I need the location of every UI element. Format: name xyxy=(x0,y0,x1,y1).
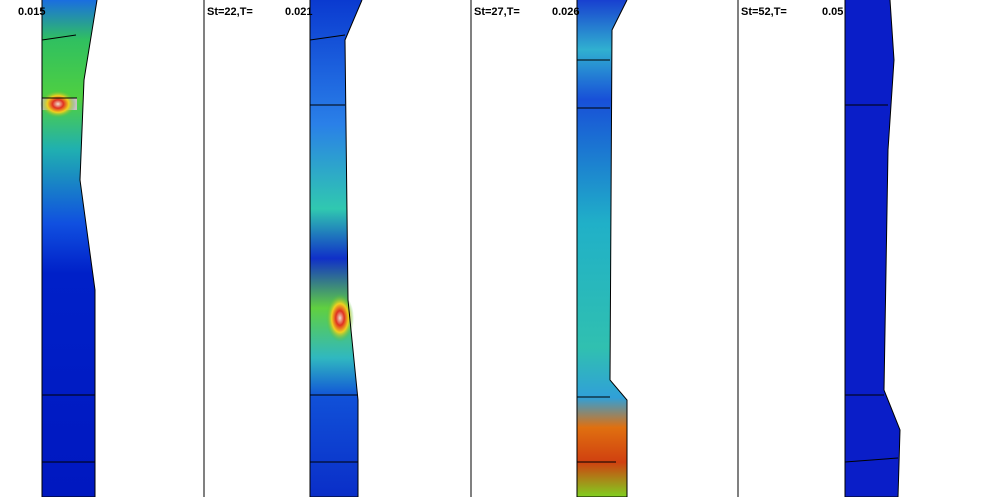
time-value: 0.015 xyxy=(18,6,46,18)
strip-4 xyxy=(844,0,901,497)
step-label: St=52,T= xyxy=(741,6,787,18)
time-value: 0.05 xyxy=(822,6,843,18)
strip-2 xyxy=(309,0,363,497)
time-value: 0.026 xyxy=(552,6,580,18)
time-value: 0.021 xyxy=(285,6,313,18)
strip-1 xyxy=(40,0,98,497)
step-label: St=27,T= xyxy=(474,6,520,18)
step-label: St=22,T= xyxy=(207,6,253,18)
strip-3 xyxy=(576,0,628,497)
